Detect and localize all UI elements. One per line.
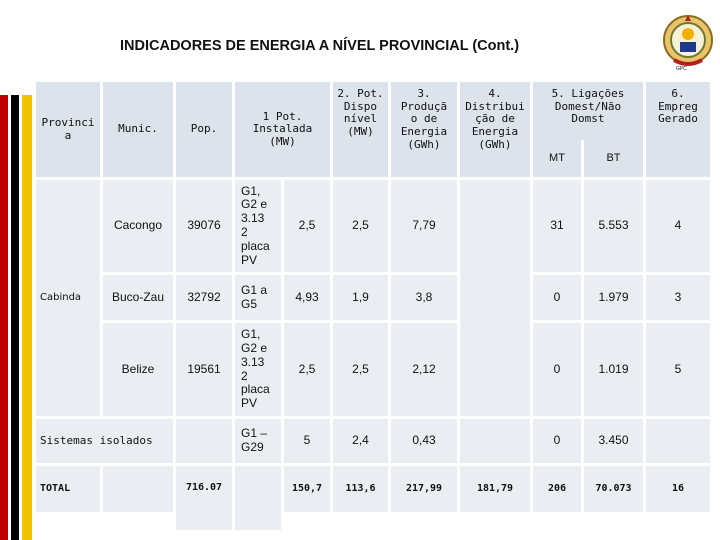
total-pot-disp: 113,6: [333, 466, 388, 512]
header-pop: Pop.: [176, 82, 232, 177]
row1-bt: 5.553: [584, 180, 643, 272]
row3-emp: 5: [646, 323, 710, 416]
total-label: TOTAL: [36, 466, 100, 512]
header-producao: 3. Produçã o de Energia (GWh): [391, 82, 457, 177]
header-distribuicao: 4. Distribui ção de Energia (GWh): [460, 82, 530, 177]
row2-bt: 1.979: [584, 275, 643, 320]
total-munic: [103, 466, 173, 512]
row1-pot-disp: 2,5: [333, 180, 388, 272]
total-prod: 217,99: [391, 466, 457, 512]
row1-tipo: G1, G2 e 3.13 2 placa PV: [235, 180, 281, 272]
isolados-mt: 0: [533, 419, 581, 463]
isolados-pot-inst: 5: [284, 419, 330, 463]
row2-pot-disp: 1,9: [333, 275, 388, 320]
row2-mt: 0: [533, 275, 581, 320]
row2-munic: Buco-Zau: [103, 275, 173, 320]
header-pot-disponivel: 2. Pot. Dispo nível (MW): [333, 82, 388, 177]
row3-bt: 1.019: [584, 323, 643, 416]
row2-prod: 3,8: [391, 275, 457, 320]
header-provincia: Provinci a: [36, 82, 100, 177]
row1-mt: 31: [533, 180, 581, 272]
row1-pot-inst: 2,5: [284, 180, 330, 272]
row1-pop: 39076: [176, 180, 232, 272]
row2-pot-inst: 4,93: [284, 275, 330, 320]
isolados-prod: 0,43: [391, 419, 457, 463]
header-pot-instalada: 1 Pot. Instalada (MW): [235, 82, 330, 177]
isolados-dist: [460, 419, 530, 463]
isolados-tipo: G1 – G29: [235, 419, 281, 463]
row2-emp: 3: [646, 275, 710, 320]
total-emp: 16: [646, 466, 710, 512]
total-pop: 716.07: [176, 466, 232, 530]
row3-prod: 2,12: [391, 323, 457, 416]
header-ligacoes: 5. Ligações Domest/Não Domst: [533, 82, 643, 140]
row3-munic: Belize: [103, 323, 173, 416]
total-pot-inst: 150,7: [284, 466, 330, 512]
row3-pot-inst: 2,5: [284, 323, 330, 416]
total-dist: 181,79: [460, 466, 530, 512]
page-title: INDICADORES DE ENERGIA A NÍVEL PROVINCIA…: [120, 38, 520, 54]
row3-pot-disp: 2,5: [333, 323, 388, 416]
header-bt: BT: [584, 140, 643, 177]
row3-mt: 0: [533, 323, 581, 416]
province-cell: Cabinda: [36, 180, 100, 416]
row3-tipo: G1, G2 e 3.13 2 placa PV: [235, 323, 281, 416]
isolados-pot-disp: 2,4: [333, 419, 388, 463]
row1-prod: 7,79: [391, 180, 457, 272]
row1-emp: 4: [646, 180, 710, 272]
dist-merged: [460, 180, 530, 416]
header-emprego: 6. Empreg Gerado: [646, 82, 710, 177]
isolados-bt: 3.450: [584, 419, 643, 463]
row2-pop: 32792: [176, 275, 232, 320]
row2-tipo: G1 a G5: [235, 275, 281, 320]
header-munic: Munic.: [103, 82, 173, 177]
isolados-pop: [176, 419, 232, 463]
flag-stripes: [0, 95, 36, 540]
header-mt: MT: [533, 140, 581, 177]
row3-pop: 19561: [176, 323, 232, 416]
total-bt: 70.073: [584, 466, 643, 512]
row1-munic: Cacongo: [103, 180, 173, 272]
isolados-emp: [646, 419, 710, 463]
total-tipo: [235, 466, 281, 530]
total-mt: 206: [533, 466, 581, 512]
isolados-label: Sistemas isolados: [36, 419, 173, 463]
logo-caption: GPC: [676, 66, 687, 72]
emblem-icon: [663, 15, 713, 66]
